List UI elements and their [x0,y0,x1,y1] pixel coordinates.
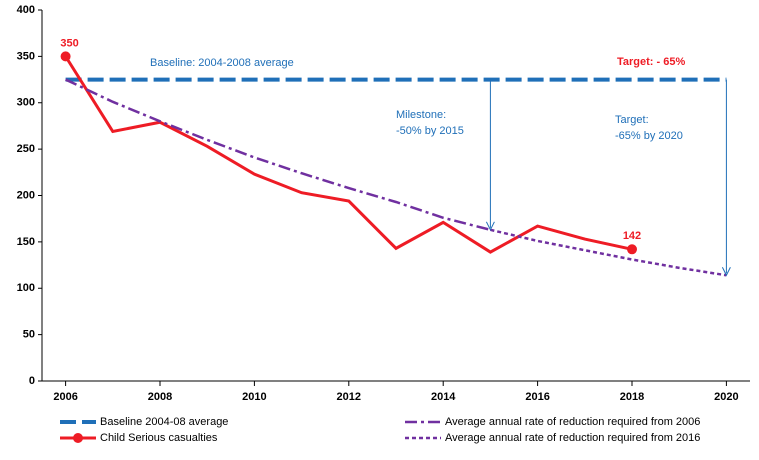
annotation: Baseline: 2004-2008 average [150,57,294,69]
legend-label: Average annual rate of reduction require… [445,432,700,444]
legend-label: Average annual rate of reduction require… [445,416,700,428]
annotation: Target: - 65% [617,56,685,68]
point-marker [627,244,637,255]
y-tick-label: 250 [17,143,35,155]
legend-label: Child Serious casualties [100,432,218,444]
y-tick-label: 150 [17,236,35,248]
y-tick-label: 350 [17,50,35,62]
x-tick-label: 2016 [525,391,549,403]
series-line [490,228,727,277]
annotation: -65% by 2020 [615,130,683,142]
y-tick-label: 400 [17,4,35,16]
arrow-head [721,267,731,277]
legend-label: Baseline 2004-08 average [100,416,228,428]
x-tick-label: 2010 [242,391,266,403]
y-tick-label: 200 [17,189,35,201]
arrow-head [485,221,495,231]
y-tick-label: 100 [17,282,35,294]
x-tick-label: 2012 [337,391,361,403]
legend-marker [73,433,83,443]
x-tick-label: 2020 [714,391,738,403]
series-line [65,78,491,232]
series-line [64,55,633,254]
y-tick-label: 50 [23,329,35,341]
annotation: Target: [615,114,649,126]
x-tick-label: 2008 [148,391,172,403]
x-tick-label: 2014 [431,391,456,403]
y-tick-label: 0 [29,375,35,387]
point-marker [60,51,71,62]
annotation: Milestone: [396,109,446,121]
x-tick-label: 2006 [53,391,77,403]
y-tick-label: 300 [17,97,35,109]
x-tick-label: 2018 [620,391,644,403]
data-label: 142 [623,230,641,242]
data-label: 350 [60,37,78,49]
annotation: -50% by 2015 [396,125,464,137]
